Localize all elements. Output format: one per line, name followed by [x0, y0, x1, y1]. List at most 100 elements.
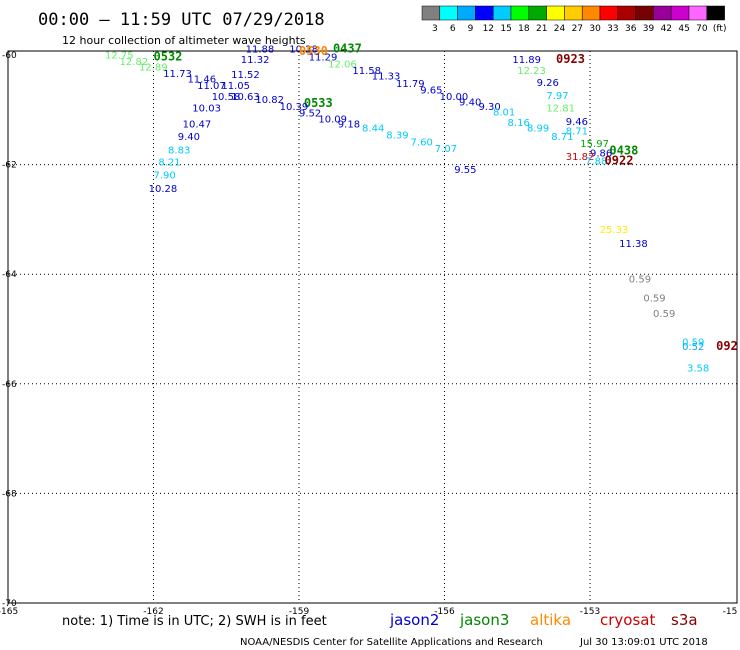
satellite-legend-s3a: s3a [671, 611, 698, 629]
wave-height-value: 0.52 [682, 342, 704, 353]
scale-swatch [421, 5, 441, 21]
map-subtitle: 12 hour collection of altimeter wave hei… [62, 34, 306, 47]
wave-height-value: 10.63 [231, 92, 260, 103]
wave-height-value: 12.82 [120, 57, 149, 68]
wave-height-value: 11.89 [512, 55, 541, 66]
wave-height-value: 9.52 [299, 108, 321, 119]
wave-height-value: 3.58 [687, 364, 709, 375]
satellite-legend: jason2 jason3 altika cryosat s3a [389, 611, 698, 629]
wave-height-value: 8.44 [362, 124, 384, 135]
wave-height-value: 11.58 [352, 66, 381, 77]
wave-height-value: 8.21 [158, 158, 180, 169]
scale-swatch [492, 5, 512, 21]
scale-swatch [653, 5, 672, 21]
lon-label: -156 [434, 607, 455, 617]
wave-height-value: 0.59 [653, 309, 675, 320]
wave-height-value: 25.33 [600, 225, 629, 236]
pass-time-label: 0438 [609, 144, 638, 158]
lat-label: -70 [2, 599, 17, 609]
wave-height-value: 12.75 [105, 50, 134, 61]
wave-height-value: 12.89 [139, 62, 168, 73]
wave-height-value: 7.90 [154, 170, 176, 181]
wave-height-value: 11.38 [619, 239, 648, 250]
wave-height-value: 7.88 [585, 157, 607, 168]
scale-label: 21 [536, 24, 547, 34]
wave-height-value: 9.40 [459, 97, 481, 108]
lat-label: -64 [2, 270, 17, 280]
pass-time-label: 0923 [556, 52, 585, 66]
map-title: 00:00 – 11:59 UTC 07/29/2018 [38, 10, 325, 30]
wave-height-value: 11.79 [396, 79, 425, 90]
scale-swatch [564, 5, 583, 21]
wave-height-value: 10.47 [183, 119, 212, 130]
scale-label: 12 [483, 24, 494, 34]
scale-label: 15 [500, 24, 511, 34]
wave-height-value: 9.46 [566, 117, 588, 128]
wave-height-value: 10.03 [192, 103, 221, 114]
satellite-legend-altika: altika [530, 611, 571, 629]
wave-height-value: 8.99 [527, 124, 549, 135]
wave-height-value: 15.97 [580, 139, 609, 150]
timestamp-text: Jul 30 13:09:01 UTC 2018 [579, 637, 708, 648]
wave-height-value: 7.60 [411, 137, 433, 148]
wave-height-value: 9.40 [178, 132, 200, 143]
scale-swatch [475, 5, 494, 21]
pass-time-label: 0532 [154, 49, 183, 63]
wave-height-value: 7.97 [546, 91, 568, 102]
scale-label: 6 [450, 24, 456, 34]
wave-height-observations: 12.7512.8212.8911.7311.4611.0711.0510.58… [105, 41, 738, 374]
wave-height-value: 11.73 [163, 69, 192, 80]
wave-height-value: 11.32 [241, 55, 270, 66]
wave-height-value: 12.81 [546, 103, 575, 114]
wave-height-value: 10.82 [255, 95, 284, 106]
lon-label: -153 [580, 607, 600, 617]
scale-label: (ft) [713, 24, 727, 34]
scale-swatch [439, 5, 458, 21]
lat-label: -66 [2, 380, 17, 390]
lon-label: -165 [0, 607, 18, 617]
lon-label: -162 [143, 607, 163, 617]
scale-label: 42 [661, 24, 672, 34]
note-text: note: 1) Time is in UTC; 2) SWH is in fe… [62, 614, 327, 629]
scale-label: 27 [572, 24, 583, 34]
wave-height-value: 11.07 [197, 81, 226, 92]
wave-height-value: 7.07 [435, 144, 457, 155]
lat-label: -68 [2, 489, 17, 499]
wave-height-value: 11.52 [231, 70, 260, 81]
graticule [8, 51, 737, 604]
scale-label: 39 [643, 24, 655, 34]
scale-label: 36 [625, 24, 637, 34]
wave-height-value: 31.82 [566, 152, 595, 163]
credit-text: NOAA/NESDIS Center for Satellite Applica… [240, 637, 543, 648]
lon-label: -15 [723, 607, 738, 617]
wave-height-value: 11.05 [221, 81, 250, 92]
scale-swatch [581, 5, 601, 21]
wave-height-value: 0.59 [629, 274, 651, 285]
wave-height-value: 9.30 [478, 102, 500, 113]
wave-height-value: 10.58 [212, 92, 241, 103]
wave-height-value: 8.83 [168, 146, 190, 157]
satellite-legend-cryosat: cryosat [600, 611, 655, 629]
satellite-legend-jason2: jason2 [389, 611, 439, 629]
wave-height-value: 10.28 [289, 44, 318, 55]
scale-swatch [670, 5, 690, 21]
wave-height-value: 9.26 [537, 78, 559, 89]
scale-label: 9 [468, 24, 474, 34]
scale-label: 70 [696, 24, 708, 34]
wave-height-value: 8.71 [566, 126, 588, 137]
scale-label: 33 [607, 24, 618, 34]
wave-height-value: 11.33 [372, 72, 401, 83]
wave-height-value: 11.29 [309, 52, 338, 63]
scale-swatch [457, 5, 476, 21]
wave-height-value: 9.65 [420, 85, 442, 96]
lat-label: -62 [2, 161, 17, 171]
pass-time-label: 0530 [299, 44, 328, 58]
scale-swatch [528, 5, 547, 21]
wave-height-value: 9.86 [590, 148, 612, 159]
axis-labels: -60 -62 -64 -66 -68 -70-165 -162 -159 -156 -153 -1… [0, 51, 737, 617]
wave-height-value: 9.18 [338, 119, 360, 130]
lon-label: -159 [289, 607, 310, 617]
scale-swatch [688, 5, 708, 21]
scale-label: 24 [554, 24, 566, 34]
